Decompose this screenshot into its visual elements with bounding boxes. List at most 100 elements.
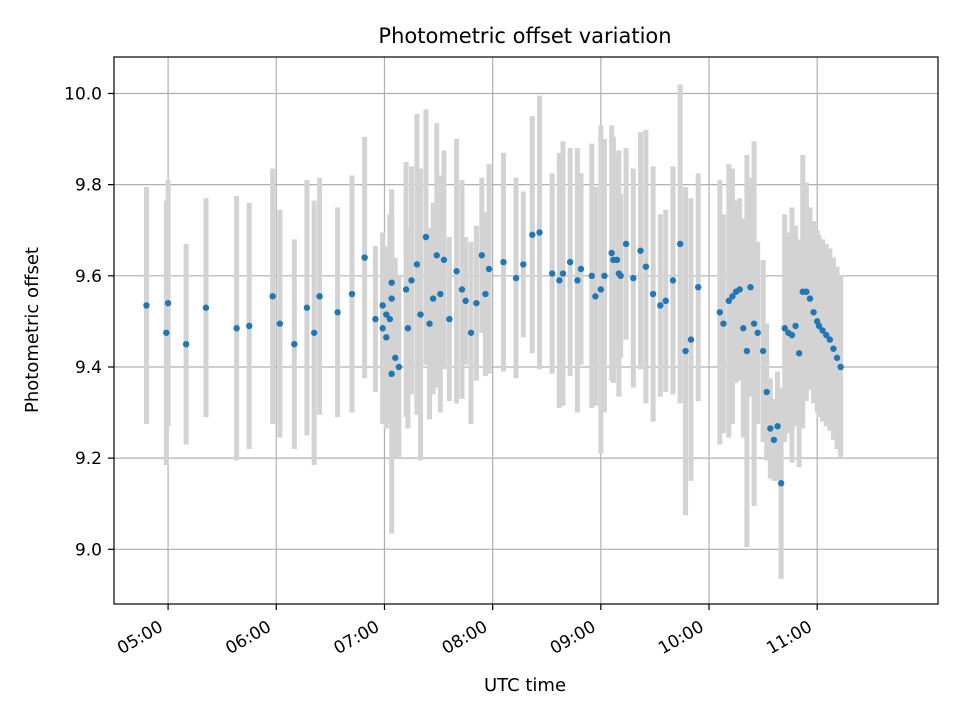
data-point (485, 265, 493, 273)
y-tick-label: 9.2 (75, 449, 102, 469)
data-point (754, 329, 761, 336)
y-tick-label: 9.8 (75, 176, 102, 196)
data-point (747, 283, 754, 291)
y-axis-title: Photometric offset (22, 247, 43, 413)
data-point (770, 436, 778, 444)
data-point (597, 286, 605, 293)
data-point (833, 354, 841, 362)
data-point (233, 325, 240, 332)
data-point (806, 295, 814, 302)
data-point (417, 311, 424, 318)
data-point (649, 290, 657, 298)
data-point (601, 272, 608, 279)
y-tick-label: 9.4 (75, 358, 102, 378)
data-point (383, 334, 390, 341)
x-tick-label: 10:00 (655, 617, 707, 659)
data-point (608, 249, 615, 257)
x-axis-ticks: 05:00 06:00 07:00 08:00 09:00 10:00 11:00 (114, 604, 818, 659)
data-point (386, 315, 394, 323)
data-point (316, 293, 323, 300)
data-point (163, 329, 170, 336)
data-point (788, 331, 796, 339)
data-point (548, 270, 556, 277)
data-point (276, 320, 284, 327)
y-tick-label: 9.0 (75, 540, 102, 560)
data-point (482, 290, 489, 298)
data-point (303, 304, 311, 311)
data-point (588, 272, 596, 279)
data-point (473, 299, 480, 307)
data-point (202, 304, 210, 311)
data-point (566, 258, 574, 266)
chart-title: Photometric offset variation (378, 24, 671, 48)
data-point (815, 322, 823, 330)
data-point (826, 336, 834, 343)
x-tick-label: 06:00 (222, 617, 274, 659)
data-point (795, 350, 803, 357)
x-tick-label: 07:00 (331, 617, 383, 659)
data-point (781, 325, 788, 332)
data-point (716, 309, 724, 316)
data-point (429, 295, 437, 302)
data-point (453, 268, 460, 275)
data-point (774, 423, 781, 430)
data-point (433, 252, 440, 259)
data-point (462, 297, 469, 305)
data-point (682, 347, 689, 355)
data-point (777, 480, 785, 487)
data-point (830, 345, 837, 352)
x-tick-label: 08:00 (439, 617, 491, 659)
data-point (592, 293, 599, 300)
data-point (577, 265, 585, 273)
data-point (556, 277, 563, 284)
data-point (520, 261, 527, 268)
data-point (617, 272, 624, 279)
data-point (750, 320, 758, 327)
data-point (478, 252, 486, 259)
data-point (182, 340, 190, 348)
data-point (720, 320, 727, 327)
data-point (383, 311, 390, 318)
data-point (743, 347, 751, 355)
y-tick-label: 9.6 (75, 267, 102, 287)
data-point (426, 320, 433, 327)
data-point (536, 229, 543, 236)
data-point (740, 325, 747, 332)
error-bars (143, 84, 844, 579)
data-point (512, 274, 520, 282)
data-point (458, 286, 466, 293)
data-point (657, 302, 664, 309)
data-point (379, 325, 386, 332)
data-point (500, 258, 507, 266)
x-tick-label: 11:00 (763, 617, 815, 659)
data-point (694, 283, 702, 291)
data-point (440, 256, 448, 264)
data-point (422, 233, 430, 241)
data-point (310, 329, 318, 336)
plot-frame (113, 56, 939, 605)
data-point (559, 270, 567, 277)
data-point (823, 331, 830, 339)
data-point (388, 279, 395, 286)
data-point (388, 370, 395, 378)
data-point (143, 302, 150, 309)
data-point (803, 288, 810, 295)
y-axis-ticks: 9.0 9.2 9.4 9.6 9.8 10.0 (64, 84, 114, 560)
data-point (437, 290, 444, 298)
data-point (291, 340, 298, 348)
data-point (669, 277, 677, 284)
data-point (736, 286, 743, 293)
data-point (372, 315, 379, 323)
data-point (402, 286, 410, 293)
data-point (637, 247, 644, 254)
data-point (467, 329, 475, 336)
data-point (361, 254, 368, 261)
data-point (687, 336, 695, 343)
data-point (388, 295, 395, 302)
data-point (334, 309, 341, 316)
data-point (810, 309, 817, 316)
data-point (269, 293, 276, 300)
data-point (759, 347, 767, 355)
data-point (395, 363, 403, 371)
